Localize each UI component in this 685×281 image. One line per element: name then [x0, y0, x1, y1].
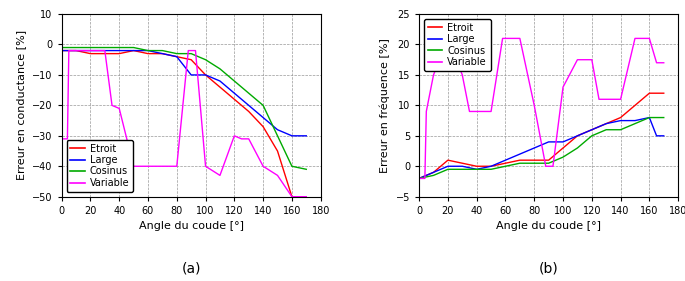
Text: (a): (a)	[182, 261, 201, 275]
Legend: Etroit, Large, Cosinus, Variable: Etroit, Large, Cosinus, Variable	[66, 140, 134, 192]
X-axis label: Angle du coude [°]: Angle du coude [°]	[496, 221, 601, 231]
X-axis label: Angle du coude [°]: Angle du coude [°]	[138, 221, 244, 231]
Y-axis label: Erreur en fréquence [%]: Erreur en fréquence [%]	[379, 38, 390, 173]
Text: (b): (b)	[539, 261, 558, 275]
Y-axis label: Erreur en conductance [%]: Erreur en conductance [%]	[16, 30, 27, 180]
Legend: Etroit, Large, Cosinus, Variable: Etroit, Large, Cosinus, Variable	[424, 19, 491, 71]
